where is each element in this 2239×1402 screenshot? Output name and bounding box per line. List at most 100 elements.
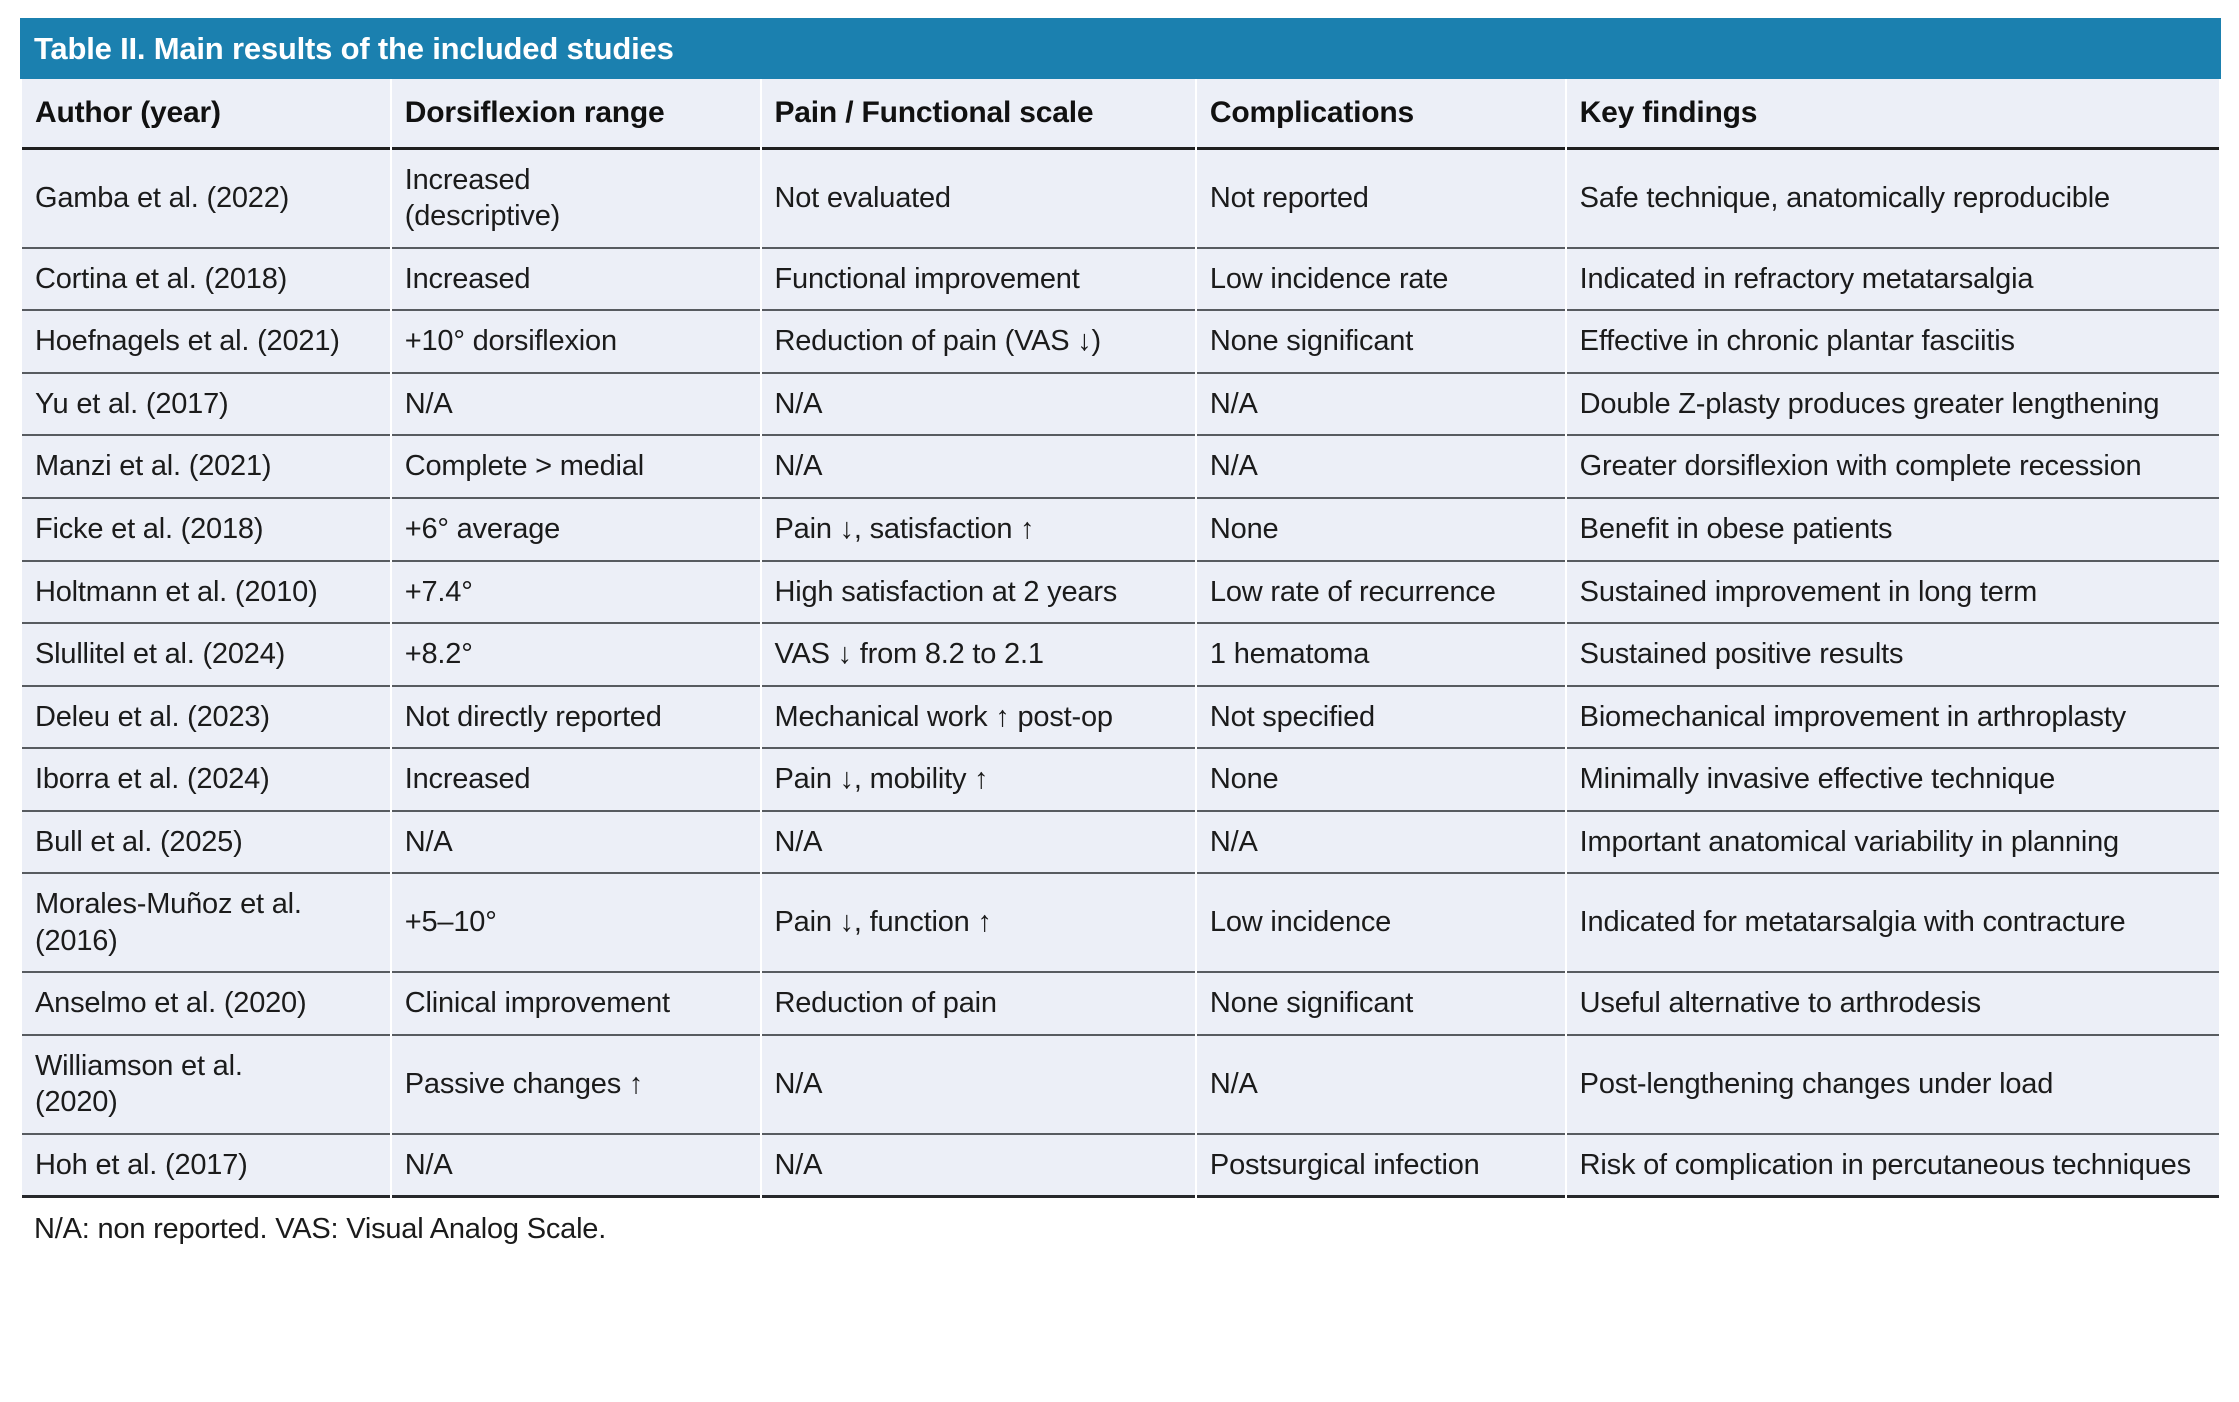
table-row: Morales-Muñoz et al. (2016) +5–10° Pain … bbox=[22, 874, 2219, 974]
column-header-key-findings: Key findings bbox=[1566, 79, 2219, 150]
cell-key-findings: Indicated for metatarsalgia with contrac… bbox=[1566, 874, 2219, 974]
cell-key-findings: Biomechanical improvement in arthroplast… bbox=[1566, 686, 2219, 750]
cell-dorsiflexion: Clinical improvement bbox=[391, 973, 760, 1036]
cell-dorsiflexion: N/A bbox=[391, 1134, 760, 1199]
cell-pain-scale: N/A bbox=[761, 811, 1195, 875]
cell-author: Bull et al. (2025) bbox=[22, 811, 390, 875]
column-header-author: Author (year) bbox=[22, 79, 390, 150]
cell-dorsiflexion: +7.4° bbox=[391, 561, 760, 625]
cell-pain-scale: Reduction of pain bbox=[761, 973, 1195, 1036]
cell-key-findings: Important anatomical variability in plan… bbox=[1566, 811, 2219, 875]
cell-key-findings: Indicated in refractory metatarsalgia bbox=[1566, 248, 2219, 312]
cell-pain-scale: N/A bbox=[761, 1035, 1195, 1135]
table-row: Iborra et al. (2024) Increased Pain ↓, m… bbox=[22, 749, 2219, 812]
table-row: Cortina et al. (2018) Increased Function… bbox=[22, 248, 2219, 312]
table-row: Anselmo et al. (2020) Clinical improveme… bbox=[22, 973, 2219, 1036]
table-row: Williamson et al. (2020) Passive changes… bbox=[22, 1035, 2219, 1135]
cell-key-findings: Effective in chronic plantar fasciitis bbox=[1566, 311, 2219, 374]
cell-pain-scale: Functional improvement bbox=[761, 248, 1195, 312]
cell-pain-scale: Pain ↓, function ↑ bbox=[761, 874, 1195, 974]
column-header-complications: Complications bbox=[1196, 79, 1565, 150]
cell-complications: None bbox=[1196, 749, 1565, 812]
cell-complications: None significant bbox=[1196, 973, 1565, 1036]
cell-key-findings: Greater dorsiflexion with complete reces… bbox=[1566, 436, 2219, 499]
cell-dorsiflexion: N/A bbox=[391, 373, 760, 437]
cell-key-findings: Sustained positive results bbox=[1566, 624, 2219, 687]
table-row: Holtmann et al. (2010) +7.4° High satisf… bbox=[22, 561, 2219, 625]
table-row: Ficke et al. (2018) +6° average Pain ↓, … bbox=[22, 498, 2219, 562]
cell-complications: N/A bbox=[1196, 373, 1565, 437]
table-row: Hoefnagels et al. (2021) +10° dorsiflexi… bbox=[22, 311, 2219, 374]
cell-dorsiflexion: Increased bbox=[391, 749, 760, 812]
cell-complications: N/A bbox=[1196, 811, 1565, 875]
cell-author: Anselmo et al. (2020) bbox=[22, 973, 390, 1036]
cell-complications: None bbox=[1196, 498, 1565, 562]
cell-key-findings: Safe technique, anatomically reproducibl… bbox=[1566, 149, 2219, 249]
cell-pain-scale: N/A bbox=[761, 373, 1195, 437]
cell-pain-scale: N/A bbox=[761, 1134, 1195, 1199]
cell-author: Iborra et al. (2024) bbox=[22, 749, 390, 812]
table-row: Gamba et al. (2022) Increased (descripti… bbox=[22, 149, 2219, 249]
header-row: Author (year) Dorsiflexion range Pain / … bbox=[22, 79, 2219, 150]
cell-dorsiflexion: Not directly reported bbox=[391, 686, 760, 750]
table-row: Bull et al. (2025) N/A N/A N/A Important… bbox=[22, 811, 2219, 875]
cell-pain-scale: Mechanical work ↑ post-op bbox=[761, 686, 1195, 750]
cell-key-findings: Useful alternative to arthrodesis bbox=[1566, 973, 2219, 1036]
column-header-dorsiflexion: Dorsiflexion range bbox=[391, 79, 760, 150]
cell-complications: Postsurgical infection bbox=[1196, 1134, 1565, 1199]
cell-complications: None significant bbox=[1196, 311, 1565, 374]
cell-dorsiflexion: +10° dorsiflexion bbox=[391, 311, 760, 374]
cell-author: Hoh et al. (2017) bbox=[22, 1134, 390, 1199]
table-title: Table II. Main results of the included s… bbox=[20, 18, 2221, 79]
cell-author: Ficke et al. (2018) bbox=[22, 498, 390, 562]
cell-author: Yu et al. (2017) bbox=[22, 373, 390, 437]
cell-author: Manzi et al. (2021) bbox=[22, 436, 390, 499]
cell-dorsiflexion: Increased (descriptive) bbox=[391, 149, 760, 249]
cell-complications: Low incidence bbox=[1196, 874, 1565, 974]
cell-pain-scale: Reduction of pain (VAS ↓) bbox=[761, 311, 1195, 374]
cell-author: Morales-Muñoz et al. (2016) bbox=[22, 874, 390, 974]
column-header-pain-scale: Pain / Functional scale bbox=[761, 79, 1195, 150]
table-row: Hoh et al. (2017) N/A N/A Postsurgical i… bbox=[22, 1134, 2219, 1199]
cell-pain-scale: N/A bbox=[761, 436, 1195, 499]
cell-dorsiflexion: N/A bbox=[391, 811, 760, 875]
cell-key-findings: Post-lengthening changes under load bbox=[1566, 1035, 2219, 1135]
cell-dorsiflexion: +5–10° bbox=[391, 874, 760, 974]
cell-author: Hoefnagels et al. (2021) bbox=[22, 311, 390, 374]
cell-author: Williamson et al. (2020) bbox=[22, 1035, 390, 1135]
cell-complications: Low incidence rate bbox=[1196, 248, 1565, 312]
cell-pain-scale: Pain ↓, mobility ↑ bbox=[761, 749, 1195, 812]
studies-table: Author (year) Dorsiflexion range Pain / … bbox=[20, 79, 2221, 1199]
cell-dorsiflexion: Increased bbox=[391, 248, 760, 312]
cell-complications: 1 hematoma bbox=[1196, 624, 1565, 687]
cell-dorsiflexion: +6° average bbox=[391, 498, 760, 562]
cell-pain-scale: High satisfaction at 2 years bbox=[761, 561, 1195, 625]
cell-key-findings: Minimally invasive effective technique bbox=[1566, 749, 2219, 812]
cell-author: Gamba et al. (2022) bbox=[22, 149, 390, 249]
cell-pain-scale: VAS ↓ from 8.2 to 2.1 bbox=[761, 624, 1195, 687]
cell-dorsiflexion: Passive changes ↑ bbox=[391, 1035, 760, 1135]
cell-author: Deleu et al. (2023) bbox=[22, 686, 390, 750]
cell-dorsiflexion: Complete > medial bbox=[391, 436, 760, 499]
cell-complications: Not specified bbox=[1196, 686, 1565, 750]
cell-complications: Low rate of recurrence bbox=[1196, 561, 1565, 625]
cell-author: Cortina et al. (2018) bbox=[22, 248, 390, 312]
results-table-container: Table II. Main results of the included s… bbox=[20, 18, 2221, 1246]
table-row: Manzi et al. (2021) Complete > medial N/… bbox=[22, 436, 2219, 499]
cell-author: Holtmann et al. (2010) bbox=[22, 561, 390, 625]
cell-key-findings: Double Z-plasty produces greater lengthe… bbox=[1566, 373, 2219, 437]
cell-complications: N/A bbox=[1196, 1035, 1565, 1135]
cell-key-findings: Benefit in obese patients bbox=[1566, 498, 2219, 562]
cell-key-findings: Risk of complication in percutaneous tec… bbox=[1566, 1134, 2219, 1199]
cell-dorsiflexion: +8.2° bbox=[391, 624, 760, 687]
table-row: Deleu et al. (2023) Not directly reporte… bbox=[22, 686, 2219, 750]
cell-pain-scale: Pain ↓, satisfaction ↑ bbox=[761, 498, 1195, 562]
cell-author: Slullitel et al. (2024) bbox=[22, 624, 390, 687]
cell-complications: Not reported bbox=[1196, 149, 1565, 249]
table-row: Yu et al. (2017) N/A N/A N/A Double Z-pl… bbox=[22, 373, 2219, 437]
table-row: Slullitel et al. (2024) +8.2° VAS ↓ from… bbox=[22, 624, 2219, 687]
cell-key-findings: Sustained improvement in long term bbox=[1566, 561, 2219, 625]
cell-pain-scale: Not evaluated bbox=[761, 149, 1195, 249]
cell-complications: N/A bbox=[1196, 436, 1565, 499]
table-footnote: N/A: non reported. VAS: Visual Analog Sc… bbox=[34, 1213, 607, 1246]
